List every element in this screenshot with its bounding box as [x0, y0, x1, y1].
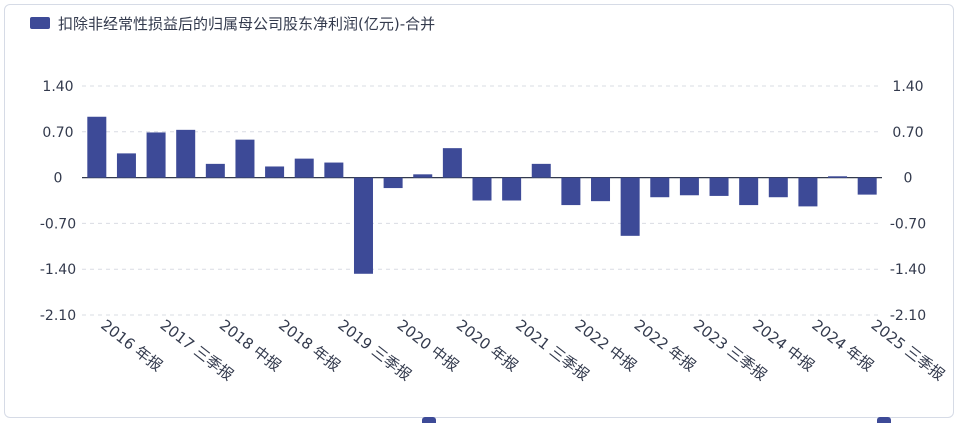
bar [324, 162, 344, 178]
bar [768, 177, 788, 198]
bar [531, 163, 551, 178]
legend-swatch [30, 17, 50, 29]
y-tick-label-left: -1.40 [40, 262, 76, 278]
y-tick-label-left: -0.70 [40, 216, 76, 232]
bar [442, 148, 462, 178]
bar [502, 177, 522, 201]
bar [620, 177, 640, 236]
bar [857, 177, 877, 195]
x-tick-label: 2025 三季报 [868, 316, 948, 384]
bar [205, 163, 225, 178]
bar [798, 177, 818, 207]
y-tick-label-right: 0.70 [892, 125, 923, 141]
legend-label: 扣除非经常性损益后的归属母公司股东净利润(亿元)-合并 [58, 14, 436, 33]
x-tick-label: 2020 年报 [453, 316, 522, 375]
bar [591, 177, 611, 202]
legend[interactable]: 扣除非经常性损益后的归属母公司股东净利润(亿元)-合并 [30, 12, 435, 34]
bar [739, 177, 759, 206]
y-tick-label-left: 1.40 [42, 79, 73, 95]
bar [709, 177, 729, 196]
bar [561, 177, 581, 206]
y-tick-label-right: 1.40 [892, 79, 923, 95]
bar [294, 158, 314, 178]
bar [353, 177, 373, 274]
y-tick-label-left: 0.70 [42, 125, 73, 141]
x-tick-label: 2024 年报 [808, 316, 877, 375]
bar [650, 177, 670, 198]
zoom-handle-right[interactable] [877, 417, 891, 423]
bar [146, 132, 166, 178]
bar [265, 166, 285, 178]
chart-frame [4, 4, 954, 418]
bar [472, 177, 492, 201]
y-tick-label-left: 0 [54, 171, 63, 187]
bar [413, 174, 433, 178]
x-tick-label: 2022 年报 [631, 316, 700, 375]
bar [828, 176, 848, 178]
y-tick-label-right: -2.10 [890, 308, 926, 324]
bar [87, 116, 107, 178]
y-tick-label-right: -0.70 [890, 216, 926, 232]
y-tick-label-right: -1.40 [890, 262, 926, 278]
y-tick-label-left: -2.10 [40, 308, 76, 324]
zoom-handle-left[interactable] [422, 417, 436, 423]
bar [176, 129, 196, 178]
x-tick-label: 2016 年报 [97, 316, 166, 375]
bar [116, 153, 136, 178]
bar [383, 177, 403, 189]
bar [235, 139, 255, 178]
bar [679, 177, 699, 196]
x-tick-label: 2018 年报 [275, 316, 344, 375]
y-tick-label-right: 0 [904, 171, 913, 187]
